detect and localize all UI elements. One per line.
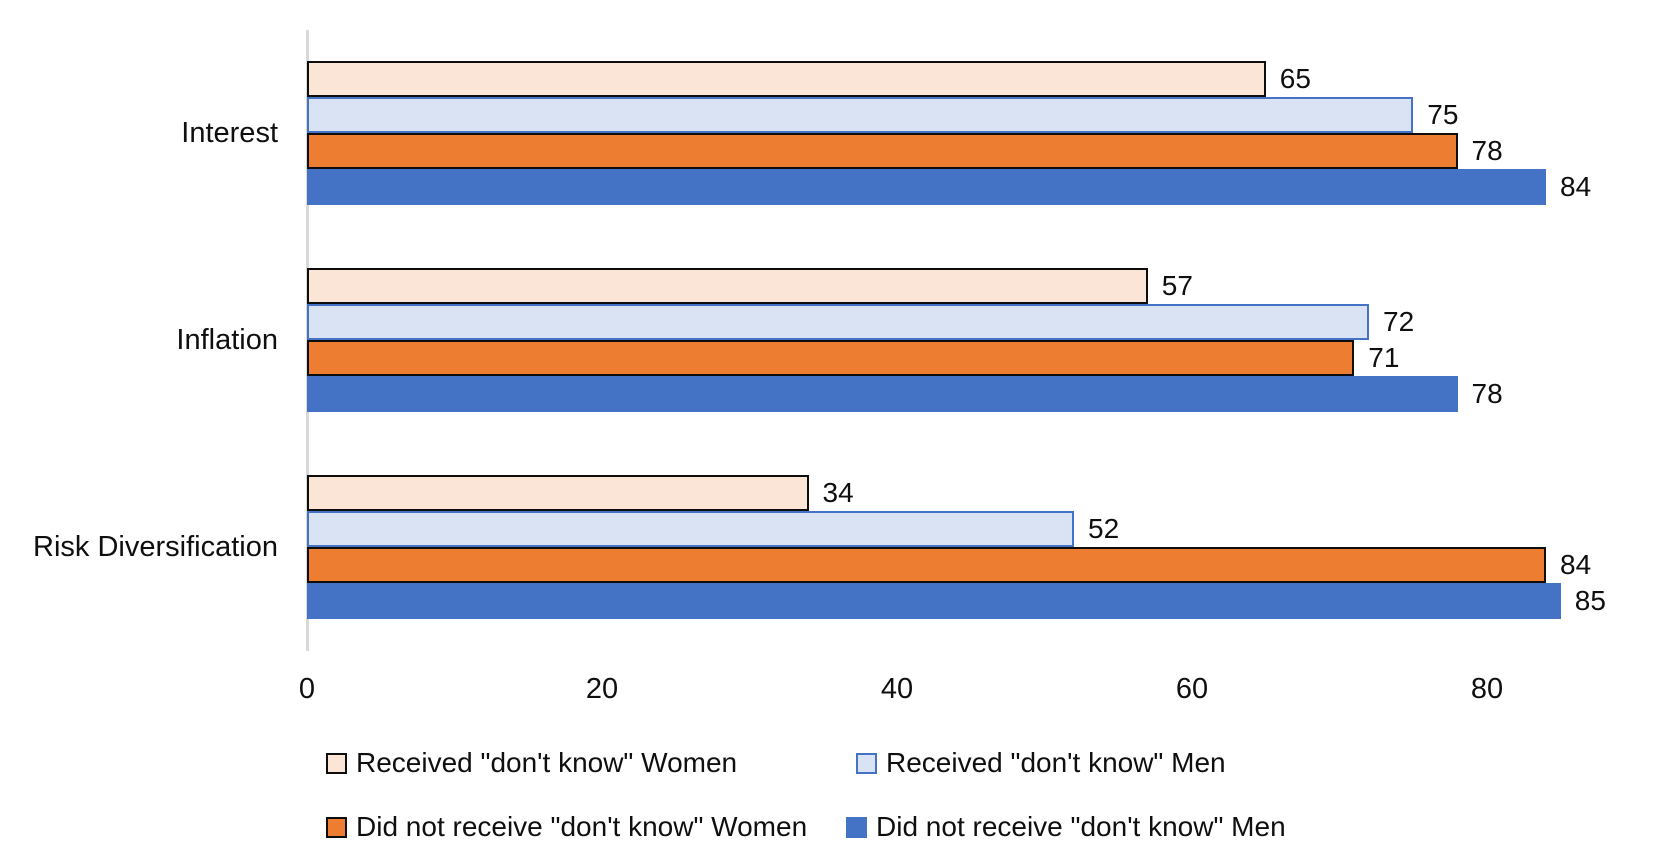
bar-interest-series-0 [307, 61, 1266, 98]
legend-item-series-0: Received "don't know" Women [326, 746, 737, 780]
data-label: 34 [822, 476, 854, 508]
bar-inflation-series-3 [307, 376, 1458, 412]
category-label: Interest [181, 117, 278, 150]
legend-swatch-icon [326, 752, 347, 774]
data-label: 57 [1161, 270, 1193, 301]
bar-risk-diversification-series-3 [307, 582, 1561, 619]
legend-swatch-icon [856, 752, 877, 774]
legend-item-series-3: Did not receive "don't know" Men [846, 810, 1286, 844]
bar-inflation-series-2 [307, 340, 1355, 376]
x-axis-tick: 60 [1175, 673, 1209, 705]
x-axis-tick: 40 [880, 673, 914, 705]
data-label: 84 [1560, 548, 1592, 580]
x-axis-tick: 80 [1470, 673, 1504, 705]
legend-label: Did not receive "don't know" Men [876, 811, 1286, 842]
data-label: 78 [1471, 378, 1503, 409]
legend-item-series-2: Did not receive "don't know" Women [326, 810, 807, 844]
data-label: 65 [1279, 63, 1311, 95]
bar-risk-diversification-series-0 [307, 474, 809, 511]
legend-swatch-icon [846, 816, 867, 838]
bar-interest-series-2 [307, 133, 1458, 170]
bar-risk-diversification-series-1 [307, 510, 1074, 547]
legend-item-series-1: Received "don't know" Men [856, 746, 1226, 780]
data-label: 52 [1088, 512, 1120, 544]
data-label: 72 [1383, 306, 1415, 337]
x-axis-tick: 20 [585, 673, 619, 705]
data-label: 84 [1560, 171, 1592, 203]
legend-swatch-icon [326, 816, 347, 838]
bar-inflation-series-0 [307, 268, 1148, 304]
data-label: 75 [1427, 99, 1459, 131]
category-label: Inflation [176, 324, 278, 356]
legend-label: Received "don't know" Women [356, 747, 738, 778]
bar-interest-series-1 [307, 97, 1414, 134]
bar-interest-series-3 [307, 169, 1546, 206]
x-axis-tick: 0 [298, 673, 316, 705]
category-label: Risk Diversification [33, 530, 278, 563]
data-label: 78 [1471, 135, 1503, 167]
bar-risk-diversification-series-2 [307, 546, 1546, 583]
legend-label: Received "don't know" Men [886, 747, 1226, 778]
data-label: 85 [1574, 584, 1606, 616]
legend-label: Did not receive "don't know" Women [356, 811, 808, 842]
bar-inflation-series-1 [307, 304, 1369, 340]
data-label: 71 [1368, 342, 1400, 373]
